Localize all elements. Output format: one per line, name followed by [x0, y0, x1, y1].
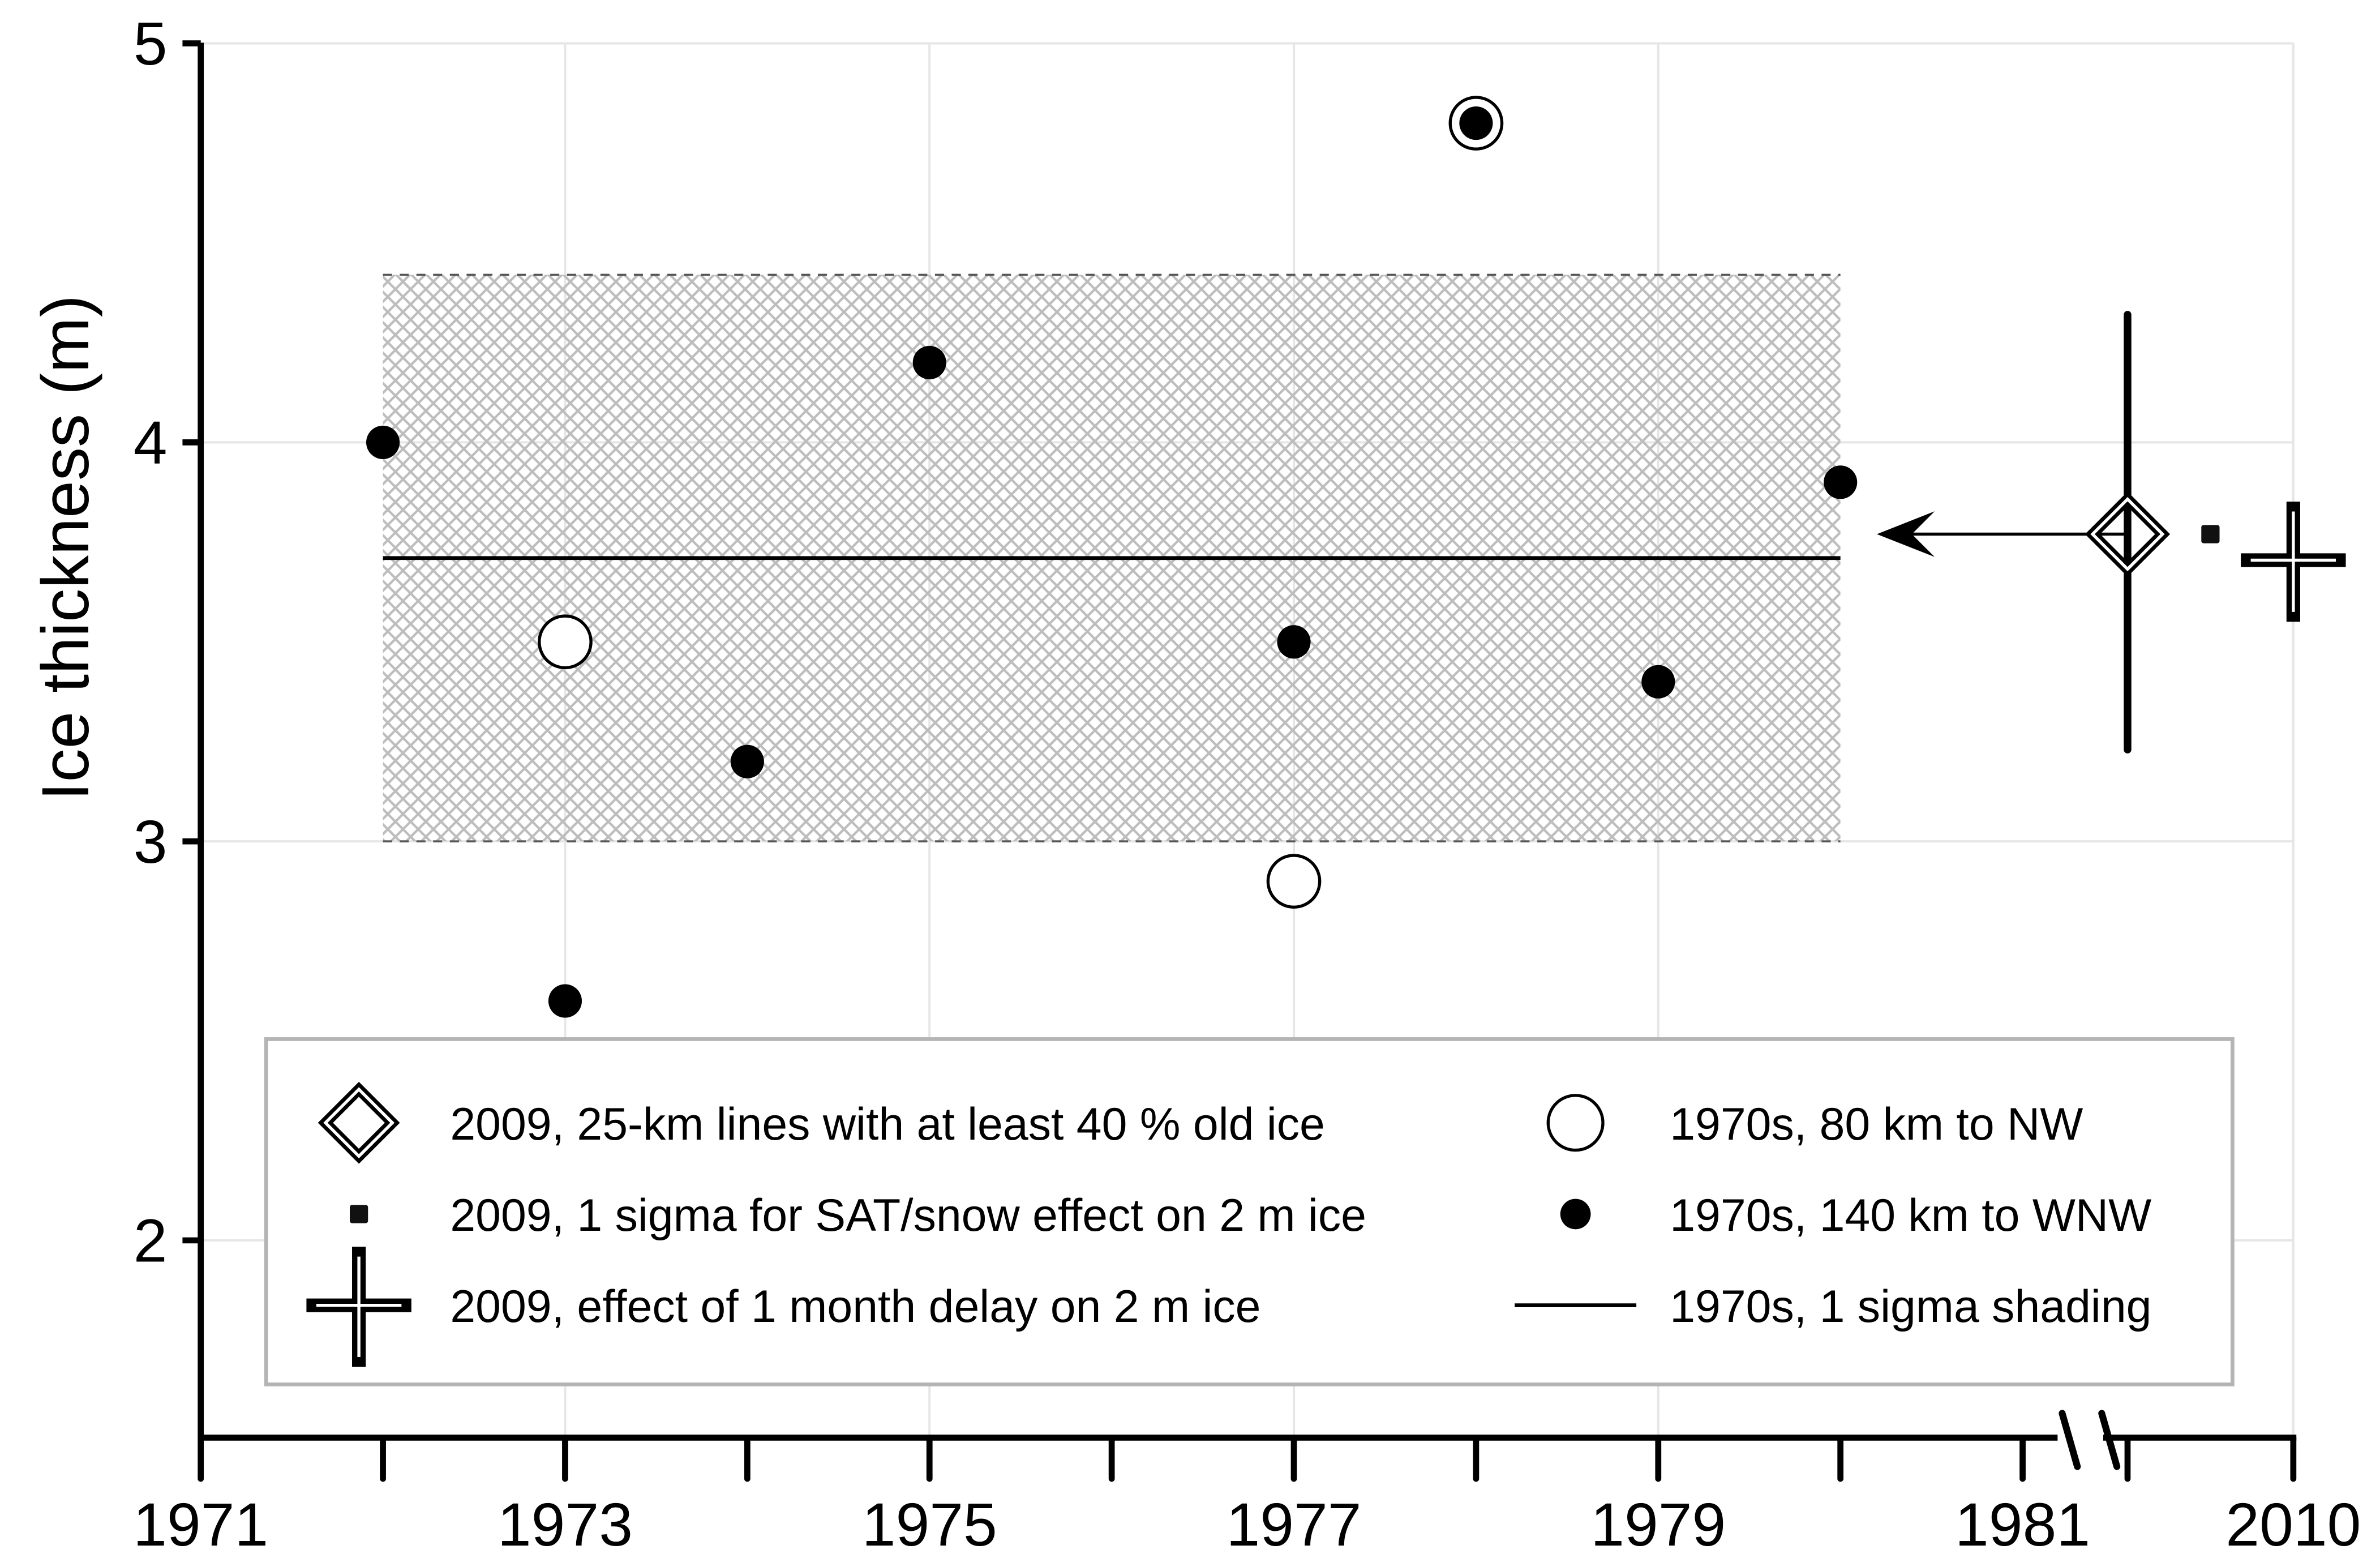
x-tick-label: 1981: [1955, 1491, 2090, 1558]
square-marker: [2201, 525, 2220, 543]
legend-label: 1970s, 1 sigma shading: [1670, 1281, 2151, 1332]
data-marks: [366, 96, 2346, 1018]
open-circle-point: [538, 614, 593, 670]
cross-marker-inner: [2250, 511, 2336, 612]
x-tick-label: 1979: [1590, 1491, 1726, 1558]
filled-circle-point: [548, 984, 582, 1018]
legend-label: 2009, 25-km lines with at least 40 % old…: [450, 1099, 1325, 1150]
square-marker: [349, 1205, 368, 1223]
x-tick-label: 2010: [2225, 1491, 2361, 1558]
x-tick-label: 1977: [1226, 1491, 1361, 1558]
y-tick-label: 5: [134, 10, 168, 78]
arrow-head: [1877, 511, 1935, 557]
filled-circle-point: [1824, 465, 1858, 499]
sigma-band: [383, 273, 1841, 842]
legend-box: [264, 1037, 2235, 1386]
filled-circle-point: [1277, 625, 1311, 659]
legend-filled-circle: [1560, 1199, 1591, 1230]
y-axis-label: Ice thickness (m): [28, 295, 103, 801]
x-tick-label: 1973: [498, 1491, 633, 1558]
legend-label: 2009, effect of 1 month delay on 2 m ice: [450, 1281, 1260, 1332]
legend-label: 2009, 1 sigma for SAT/snow effect on 2 m…: [450, 1190, 1366, 1241]
filled-circle-point: [1459, 106, 1493, 140]
legend-open-circle: [1546, 1094, 1605, 1152]
filled-circle-point: [730, 744, 764, 778]
axes: 2 3 4 5 1971 1973 1975 1977 1979 1981 2010: [133, 10, 2361, 1558]
y-tick-label: 2: [134, 1207, 168, 1275]
legend: 2009, 25-km lines with at least 40 % old…: [264, 1037, 2235, 1386]
x-tick-label: 1975: [862, 1491, 997, 1558]
filled-circle-point: [366, 425, 400, 459]
x-tick-label: 1971: [133, 1491, 268, 1558]
filled-circle-point: [912, 345, 946, 379]
diamond-marker-inner: [2090, 496, 2165, 572]
open-circle-point: [1266, 854, 1322, 909]
legend-label: 1970s, 80 km to NW: [1670, 1099, 2083, 1150]
legend-label: 1970s, 140 km to WNW: [1670, 1190, 2151, 1241]
axis-break-icon: [2059, 1410, 2121, 1470]
y-tick-label: 4: [134, 409, 168, 477]
cross-marker-inner: [316, 1256, 402, 1358]
y-tick-label: 3: [134, 808, 168, 876]
filled-circle-point: [1641, 665, 1675, 699]
diamond-marker-inner: [323, 1087, 395, 1159]
